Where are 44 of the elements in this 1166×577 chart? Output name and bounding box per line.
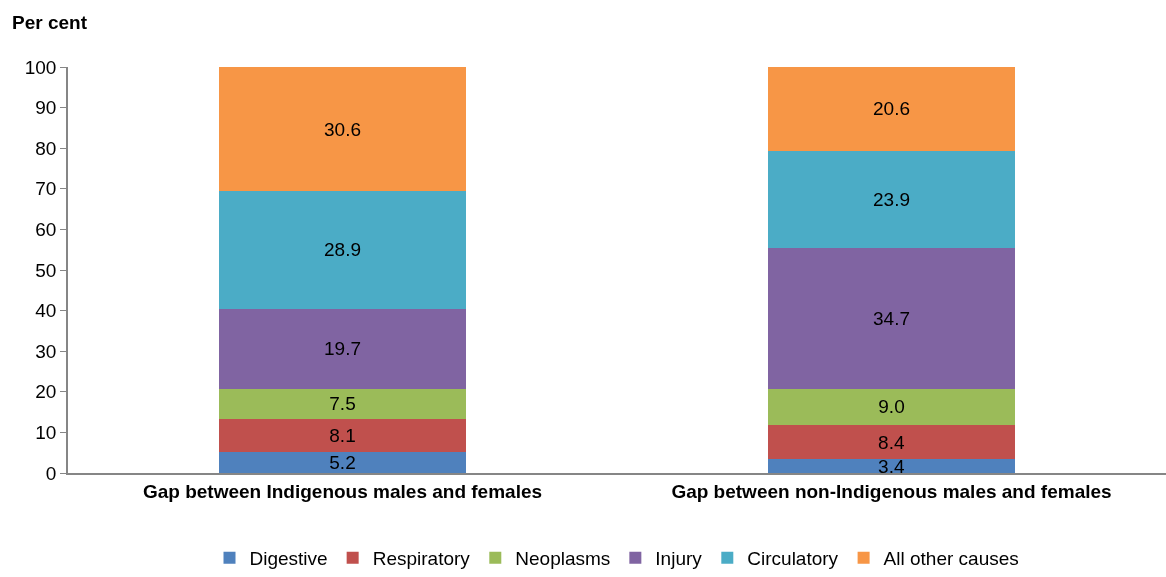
data-label: 28.9 xyxy=(324,239,361,261)
y-tick-label: 20 xyxy=(35,381,57,403)
legend-label: Injury xyxy=(655,548,703,570)
y-tick-label: 80 xyxy=(35,137,57,159)
legend-label: Respiratory xyxy=(372,548,471,570)
data-label: 19.7 xyxy=(324,338,361,360)
bar xyxy=(218,388,467,419)
y-tick-label: 100 xyxy=(24,56,57,78)
data-label: 8.1 xyxy=(329,424,356,446)
y-tick-label: 30 xyxy=(35,340,57,362)
data-label: 7.5 xyxy=(329,393,356,415)
y-tick-label: 90 xyxy=(35,97,57,119)
data-label: 34.7 xyxy=(873,307,910,329)
data-label: 3.4 xyxy=(878,455,905,477)
data-label: 5.2 xyxy=(329,451,356,473)
bar xyxy=(767,247,1016,389)
bar xyxy=(218,191,467,309)
y-tick-label: 50 xyxy=(35,259,57,281)
x-tick-label: Gap between non-Indigenous males and females xyxy=(671,480,1112,502)
data-label: 30.6 xyxy=(324,118,361,140)
legend-label: Digestive xyxy=(249,548,328,570)
legend-label: Circulatory xyxy=(747,548,839,570)
y-tick-label: 40 xyxy=(35,300,57,322)
y-tick-label: 0 xyxy=(45,462,57,484)
bar xyxy=(767,150,1016,248)
bar xyxy=(218,308,467,389)
data-label: 23.9 xyxy=(873,188,910,210)
bar xyxy=(218,451,467,473)
legend-label: All other causes xyxy=(883,548,1019,570)
bar xyxy=(218,67,467,192)
bar xyxy=(218,419,467,452)
data-label: 9.0 xyxy=(878,396,905,418)
data-label: 20.6 xyxy=(873,98,910,120)
y-tick-label: 70 xyxy=(35,178,57,200)
y-tick-label: 10 xyxy=(35,422,57,444)
y-axis-title: Per cent xyxy=(12,12,88,33)
bar xyxy=(767,388,1016,426)
bar xyxy=(767,425,1016,460)
legend-label: Neoplasms xyxy=(515,548,611,570)
data-label: 8.4 xyxy=(878,431,905,453)
bar xyxy=(767,67,1016,151)
bar xyxy=(767,459,1016,473)
y-tick-label: 60 xyxy=(35,219,57,241)
x-tick-label: Gap between Indigenous males and females xyxy=(142,480,543,502)
